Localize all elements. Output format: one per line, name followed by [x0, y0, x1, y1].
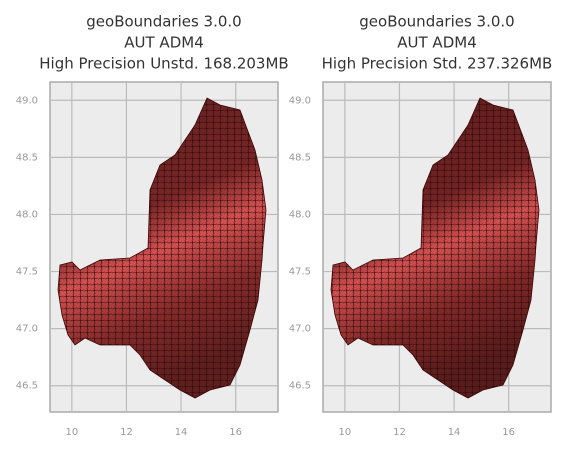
y-tick-label: 47.0 [289, 324, 311, 335]
y-tick-label: 48.0 [16, 209, 38, 220]
y-tick-label: 49.0 [16, 95, 38, 106]
y-tick-label: 46.5 [16, 381, 38, 392]
y-tick-label: 48.0 [289, 209, 311, 220]
chart-title: AUT ADM4 [124, 34, 203, 52]
y-tick-label: 49.0 [289, 95, 311, 106]
x-tick-label: 14 [175, 427, 188, 438]
y-tick-label: 48.5 [289, 152, 311, 163]
x-tick-label: 16 [502, 427, 515, 438]
x-tick-label: 12 [120, 427, 133, 438]
x-tick-label: 14 [448, 427, 461, 438]
chart-title: geoBoundaries 3.0.0 [359, 13, 514, 31]
y-tick-label: 48.5 [16, 152, 38, 163]
x-tick-label: 10 [65, 427, 78, 438]
y-tick-label: 46.5 [289, 381, 311, 392]
chart-title: geoBoundaries 3.0.0 [86, 13, 241, 31]
x-tick-label: 16 [229, 427, 242, 438]
y-tick-label: 47.5 [16, 267, 38, 278]
chart-title: High Precision Std. 237.326MB [322, 55, 553, 73]
chart-title: AUT ADM4 [397, 34, 476, 52]
x-tick-label: 10 [338, 427, 351, 438]
y-tick-label: 47.5 [289, 267, 311, 278]
x-tick-label: 12 [393, 427, 406, 438]
y-tick-label: 47.0 [16, 324, 38, 335]
chart-title: High Precision Unstd. 168.203MB [39, 55, 288, 73]
